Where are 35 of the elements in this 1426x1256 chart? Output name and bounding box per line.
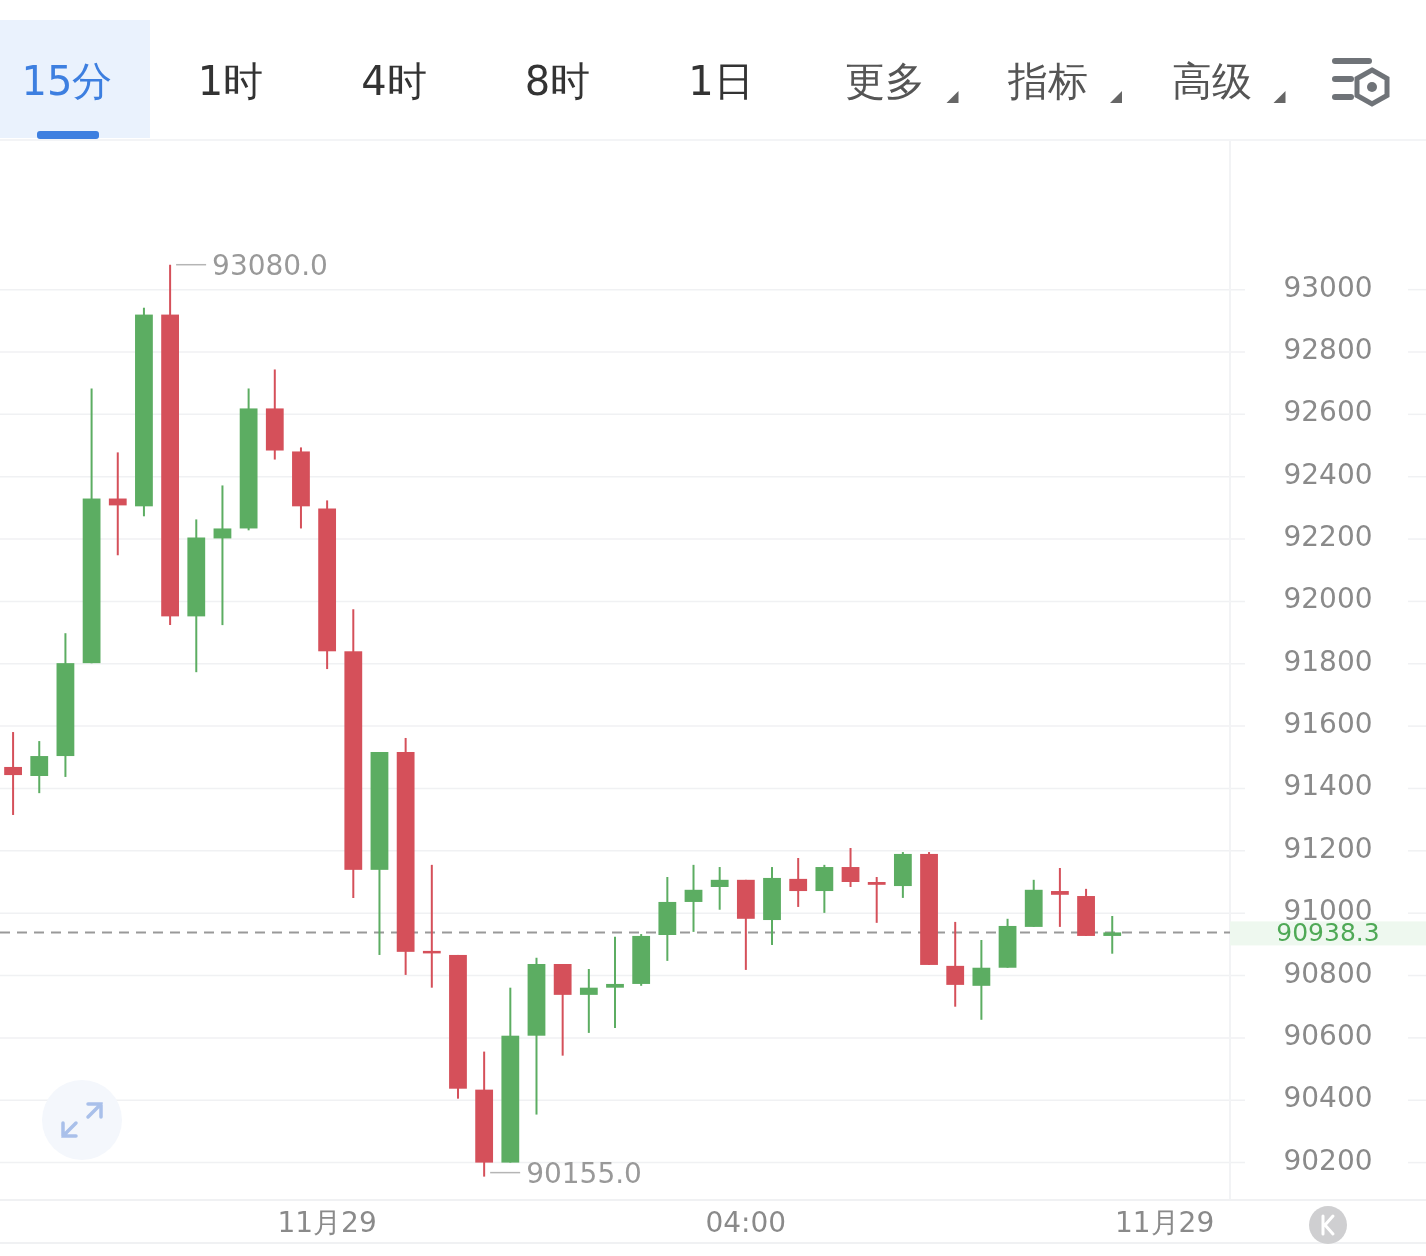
y-tick-label: 90800 xyxy=(1283,956,1373,990)
y-tick-label: 91800 xyxy=(1283,644,1373,678)
x-tick-label: 11月29 xyxy=(277,1206,377,1239)
candlestick xyxy=(841,847,860,888)
annotation: 90155.0 xyxy=(526,1156,642,1190)
candlestick xyxy=(710,866,729,911)
candlestick xyxy=(815,863,834,914)
x-tick-label: 04:00 xyxy=(705,1206,787,1239)
candlestick xyxy=(946,920,965,1008)
candlestick xyxy=(579,967,598,1034)
y-tick-label: 91400 xyxy=(1283,769,1373,803)
x-tick-label: 11月29 xyxy=(1114,1206,1215,1239)
y-tick-label: 92200 xyxy=(1283,520,1373,554)
candlestick xyxy=(606,935,624,1029)
y-tick-label: 92400 xyxy=(1283,457,1373,491)
y-tick-label: 93000 xyxy=(1283,270,1373,304)
candlestick xyxy=(30,740,49,795)
candlestick xyxy=(789,856,808,908)
y-tick-label: 90600 xyxy=(1283,1018,1373,1052)
annotation: 93080.0 xyxy=(212,248,328,282)
candlestick xyxy=(1103,914,1122,955)
candlestick xyxy=(867,876,886,924)
y-tick-label: 90200 xyxy=(1283,1143,1373,1177)
y-tick-label: 92000 xyxy=(1283,582,1373,616)
tabs: 15分 1时 4时 8时 1日 更多 指标 高级 xyxy=(0,20,1286,139)
y-tick-label: 92800 xyxy=(1283,333,1373,366)
candlestick xyxy=(972,938,991,1021)
candlestick xyxy=(4,731,22,816)
y-tick-label: 92600 xyxy=(1283,395,1373,429)
y-tick-label: 90400 xyxy=(1283,1081,1373,1115)
y-tick-label: 91200 xyxy=(1283,831,1373,865)
y-tick-label: 91600 xyxy=(1283,707,1373,741)
candlestick xyxy=(1051,866,1069,928)
candlestick xyxy=(213,484,232,627)
candlestick xyxy=(684,863,703,933)
